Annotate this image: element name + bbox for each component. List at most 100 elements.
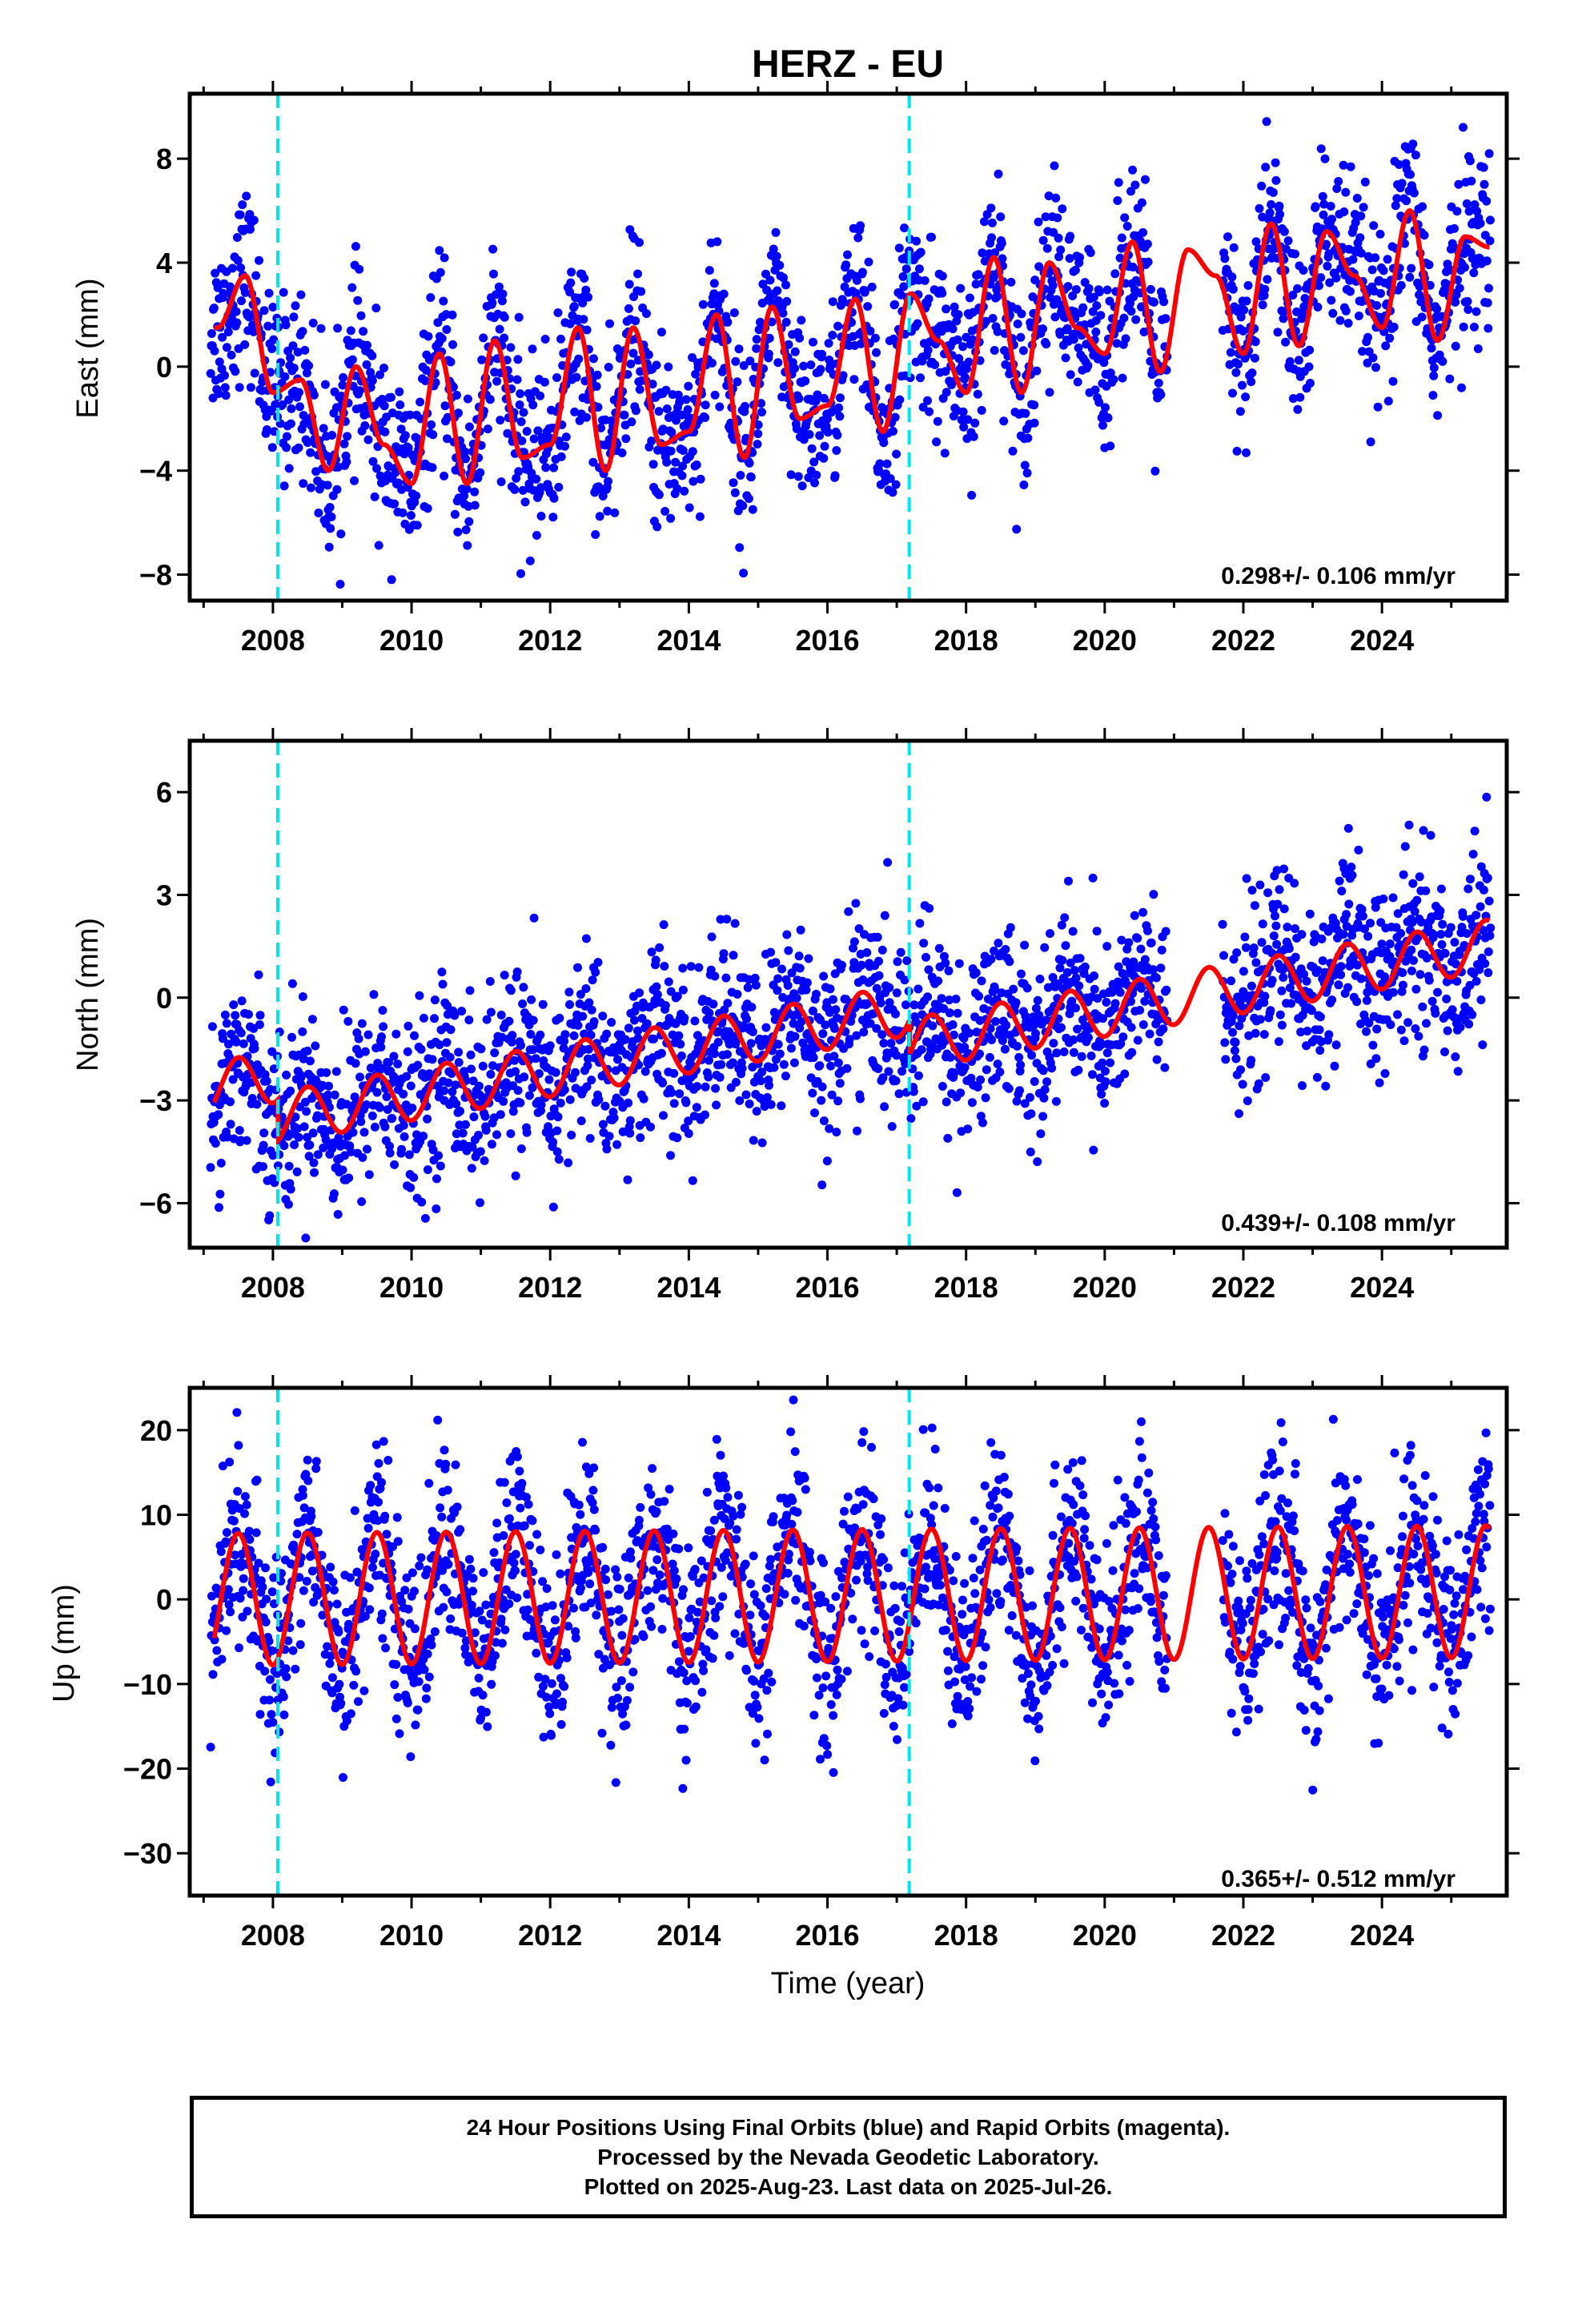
data-point	[830, 471, 840, 480]
data-point	[395, 1729, 404, 1739]
data-point	[812, 470, 821, 480]
data-point	[777, 964, 786, 974]
data-point	[1463, 296, 1472, 306]
data-point	[303, 438, 312, 448]
data-point	[1019, 480, 1029, 489]
data-point	[662, 457, 672, 467]
data-point	[376, 1043, 386, 1052]
x-tick-label: 2018	[934, 1271, 998, 1304]
data-point	[704, 1072, 713, 1082]
data-point	[1271, 911, 1279, 921]
data-point	[1154, 378, 1163, 388]
data-point	[465, 986, 475, 995]
data-point	[683, 405, 693, 414]
data-point	[677, 471, 687, 480]
data-point	[339, 372, 348, 382]
data-point	[766, 1100, 776, 1109]
data-point	[849, 375, 859, 384]
data-point	[1070, 307, 1079, 316]
data-point	[805, 430, 814, 439]
data-point	[941, 959, 950, 967]
data-point	[1020, 1099, 1030, 1108]
x-tick-label: 2014	[656, 624, 721, 657]
data-point	[797, 1017, 806, 1027]
data-point	[1302, 976, 1311, 986]
data-point	[440, 1445, 449, 1455]
data-point	[781, 317, 791, 327]
data-point	[1259, 1030, 1269, 1039]
data-point	[375, 370, 384, 380]
data-point	[1089, 292, 1098, 302]
data-point	[570, 407, 580, 416]
data-point	[825, 1124, 834, 1133]
data-point	[902, 956, 912, 966]
data-point	[867, 282, 877, 292]
data-point	[1460, 263, 1469, 272]
data-point	[823, 428, 833, 437]
y-axis-label-north: North (mm)	[71, 918, 105, 1072]
data-point	[1232, 446, 1242, 456]
data-point	[1113, 196, 1122, 205]
data-point	[306, 483, 315, 493]
data-point	[236, 1028, 246, 1038]
data-point	[235, 383, 244, 392]
data-point	[794, 394, 804, 404]
data-point	[1464, 884, 1473, 894]
data-point	[1323, 261, 1332, 271]
data-point	[576, 990, 585, 999]
x-tick-label: 2018	[934, 624, 998, 657]
data-point	[1258, 300, 1267, 310]
data-point	[1446, 923, 1456, 932]
data-point	[1065, 1009, 1074, 1019]
data-point	[520, 1072, 529, 1082]
data-point	[629, 1015, 639, 1025]
data-point	[221, 391, 231, 400]
data-point	[1465, 980, 1475, 990]
data-point	[1396, 1025, 1406, 1035]
data-point	[666, 987, 676, 996]
data-point	[534, 1069, 544, 1079]
data-point	[672, 416, 681, 425]
data-point	[252, 1100, 262, 1109]
data-point	[1255, 1015, 1265, 1024]
data-point	[681, 395, 691, 404]
data-point	[1375, 229, 1385, 239]
data-point	[1362, 995, 1371, 1005]
data-point	[1435, 907, 1445, 915]
data-point	[1260, 284, 1270, 294]
data-point	[891, 1009, 900, 1019]
data-point	[1313, 966, 1323, 975]
y-tick-label: 0	[156, 351, 172, 384]
data-point	[767, 317, 777, 327]
data-point	[390, 499, 400, 509]
data-point	[592, 370, 602, 380]
data-point	[427, 420, 436, 429]
data-point	[603, 506, 612, 516]
data-point	[1070, 966, 1079, 975]
data-point	[1335, 876, 1344, 886]
data-point	[829, 1023, 839, 1033]
data-point	[524, 1091, 534, 1100]
data-point	[820, 441, 829, 451]
data-point	[1443, 259, 1452, 269]
data-point	[496, 1110, 505, 1120]
data-point	[719, 949, 729, 959]
data-point	[1229, 955, 1239, 964]
data-point	[835, 412, 845, 421]
data-point	[367, 351, 377, 360]
data-point	[1067, 996, 1077, 1006]
data-point	[1429, 363, 1439, 372]
data-point	[517, 436, 527, 445]
data-point	[772, 251, 781, 261]
data-point	[765, 275, 775, 285]
data-point	[291, 1112, 300, 1122]
data-point	[390, 1680, 400, 1690]
data-point	[711, 1084, 721, 1093]
data-point	[725, 1030, 735, 1039]
data-point	[1074, 343, 1083, 352]
data-point	[1388, 376, 1398, 386]
data-point	[344, 1619, 353, 1629]
data-point	[1073, 1024, 1082, 1034]
data-point	[294, 443, 303, 452]
data-point	[1228, 1027, 1238, 1037]
